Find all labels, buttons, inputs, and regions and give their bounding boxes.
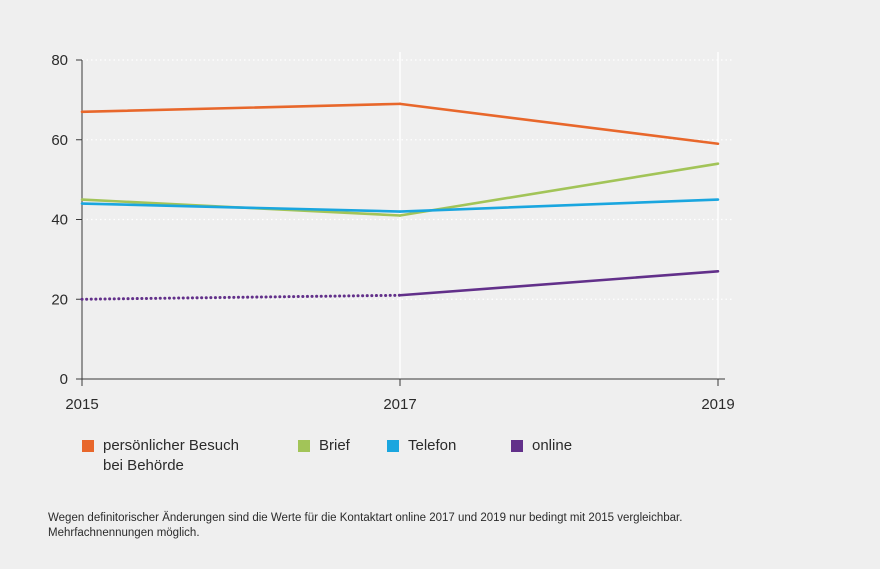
series-line-segment bbox=[398, 102, 720, 146]
chart-footnote: Wegen definitorischer Änderungen sind di… bbox=[48, 511, 868, 541]
footnote-text: Wegen definitorischer Änderungen sind di… bbox=[48, 512, 683, 539]
x-tick-label: 2019 bbox=[701, 396, 734, 413]
y-tick-label: 80 bbox=[51, 52, 68, 69]
series-lines bbox=[80, 102, 720, 301]
legend-item: Brief bbox=[298, 436, 387, 476]
y-tick-label: 0 bbox=[60, 371, 68, 388]
y-tick-label: 20 bbox=[51, 291, 68, 308]
legend-swatch bbox=[82, 440, 94, 452]
legend-label: Brief bbox=[319, 437, 350, 454]
x-tick-label: 2015 bbox=[65, 396, 98, 413]
series-line-segment bbox=[398, 198, 720, 213]
legend-label: persönlicher Besuch bei Behörde bbox=[103, 437, 239, 474]
series-line-segment bbox=[80, 102, 402, 114]
y-tick-label: 40 bbox=[51, 212, 68, 229]
x-tick-label: 2017 bbox=[383, 396, 416, 413]
y-tick-label: 60 bbox=[51, 132, 68, 149]
legend-swatch bbox=[387, 440, 399, 452]
legend-item: online bbox=[511, 436, 621, 476]
series-line-segment bbox=[398, 162, 720, 217]
legend-swatch bbox=[511, 440, 523, 452]
series-line-segment bbox=[398, 270, 720, 297]
legend-item: persönlicher Besuch bei Behörde bbox=[82, 436, 298, 476]
legend-swatch bbox=[298, 440, 310, 452]
legend-item: Telefon bbox=[387, 436, 511, 476]
legend-label: Telefon bbox=[408, 437, 457, 454]
tick-labels: 0 20 40 60 80 2015 2017 2019 bbox=[51, 52, 734, 413]
legend: persönlicher Besuch bei Behörde Brief Tele… bbox=[82, 436, 621, 476]
series-line-segment bbox=[80, 202, 402, 213]
legend-label: online bbox=[532, 437, 573, 454]
axes bbox=[76, 59, 725, 386]
